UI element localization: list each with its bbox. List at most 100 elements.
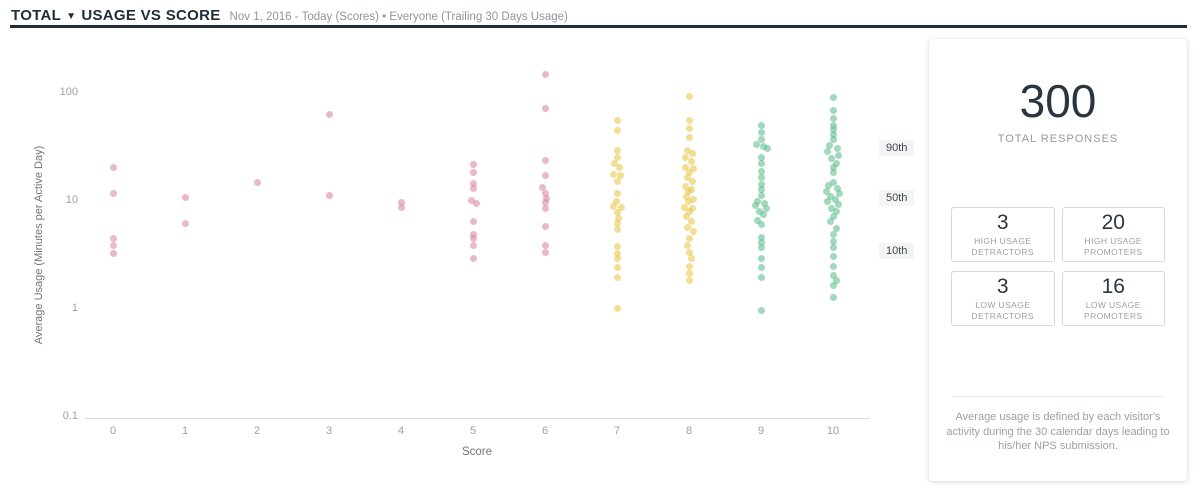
data-point[interactable] [541, 105, 549, 113]
data-point[interactable] [757, 239, 765, 247]
data-point[interactable] [181, 194, 189, 202]
data-point[interactable] [613, 146, 621, 154]
data-point[interactable] [467, 197, 475, 205]
data-point[interactable] [757, 186, 765, 194]
data-point[interactable] [688, 149, 696, 157]
data-point[interactable] [109, 189, 117, 197]
data-point[interactable] [617, 204, 625, 212]
data-point[interactable] [613, 304, 621, 312]
data-point[interactable] [469, 254, 477, 262]
data-point[interactable] [829, 121, 837, 129]
data-point[interactable] [685, 116, 693, 124]
data-point[interactable] [685, 276, 693, 284]
data-point[interactable] [109, 241, 117, 249]
data-point[interactable] [832, 276, 840, 284]
data-point[interactable] [609, 203, 617, 211]
data-point[interactable] [825, 141, 833, 149]
data-point[interactable] [829, 282, 837, 290]
data-point[interactable] [469, 179, 477, 187]
data-point[interactable] [325, 110, 333, 118]
data-point[interactable] [685, 133, 693, 141]
data-point[interactable] [682, 213, 690, 221]
data-point[interactable] [541, 248, 549, 256]
data-point[interactable] [687, 254, 695, 262]
data-point[interactable] [615, 164, 623, 172]
data-point[interactable] [757, 254, 765, 262]
data-point[interactable] [829, 244, 837, 252]
data-point[interactable] [829, 131, 837, 139]
data-point[interactable] [683, 241, 691, 249]
data-point[interactable] [823, 148, 831, 156]
data-point[interactable] [833, 144, 841, 152]
scope-dropdown[interactable]: TOTAL ▼ [11, 7, 81, 24]
data-point[interactable] [829, 230, 837, 238]
data-point[interactable] [613, 274, 621, 282]
data-point[interactable] [685, 248, 693, 256]
data-point[interactable] [609, 170, 617, 178]
data-point[interactable] [682, 193, 690, 201]
data-point[interactable] [469, 235, 477, 242]
data-point[interactable] [829, 136, 837, 144]
data-point[interactable] [469, 218, 477, 226]
data-point[interactable] [687, 218, 695, 226]
data-point[interactable] [685, 269, 693, 277]
data-point[interactable] [683, 223, 691, 231]
data-point[interactable] [757, 274, 765, 282]
data-point[interactable] [829, 294, 837, 302]
data-point[interactable] [397, 199, 405, 207]
data-point[interactable] [835, 190, 843, 198]
data-point[interactable] [757, 121, 765, 129]
data-point[interactable] [829, 252, 837, 260]
data-point[interactable] [832, 159, 840, 167]
data-point[interactable] [833, 184, 841, 192]
data-point[interactable] [760, 199, 768, 207]
data-point[interactable] [757, 181, 765, 189]
data-point[interactable] [757, 264, 765, 272]
data-point[interactable] [687, 158, 695, 166]
data-point[interactable] [541, 71, 549, 79]
data-point[interactable] [826, 218, 834, 226]
data-point[interactable] [469, 160, 477, 168]
data-point[interactable] [829, 169, 837, 177]
data-point[interactable] [829, 94, 837, 102]
data-point[interactable] [755, 207, 763, 215]
data-point[interactable] [681, 183, 689, 191]
data-point[interactable] [757, 191, 765, 199]
data-point[interactable] [613, 249, 621, 257]
data-point[interactable] [612, 198, 620, 206]
data-point[interactable] [759, 211, 767, 219]
data-point[interactable] [832, 224, 840, 232]
data-point[interactable] [826, 192, 834, 200]
data-point[interactable] [829, 125, 837, 133]
data-point[interactable] [824, 182, 832, 190]
data-point[interactable] [757, 136, 765, 144]
data-point[interactable] [829, 114, 837, 122]
data-point[interactable] [689, 228, 697, 236]
data-point[interactable] [541, 205, 549, 213]
data-point[interactable] [469, 184, 477, 192]
data-point[interactable] [762, 204, 770, 212]
data-point[interactable] [685, 168, 693, 176]
data-point[interactable] [538, 184, 546, 192]
data-point[interactable] [834, 201, 842, 209]
data-point[interactable] [541, 222, 549, 230]
data-point[interactable] [685, 124, 693, 132]
data-point[interactable] [753, 198, 761, 206]
data-point[interactable] [613, 264, 621, 272]
data-point[interactable] [757, 168, 765, 176]
data-point[interactable] [469, 230, 477, 238]
data-point[interactable] [681, 163, 689, 171]
data-point[interactable] [829, 163, 837, 171]
data-point[interactable] [397, 203, 405, 211]
data-point[interactable] [541, 241, 549, 249]
data-point[interactable] [614, 214, 622, 222]
data-point[interactable] [616, 171, 624, 179]
data-point[interactable] [763, 144, 771, 152]
data-point[interactable] [829, 179, 837, 187]
data-point[interactable] [757, 174, 765, 182]
data-point[interactable] [613, 226, 621, 234]
data-point[interactable] [829, 106, 837, 114]
data-point[interactable] [683, 146, 691, 154]
data-point[interactable] [613, 190, 621, 198]
data-point[interactable] [541, 156, 549, 164]
